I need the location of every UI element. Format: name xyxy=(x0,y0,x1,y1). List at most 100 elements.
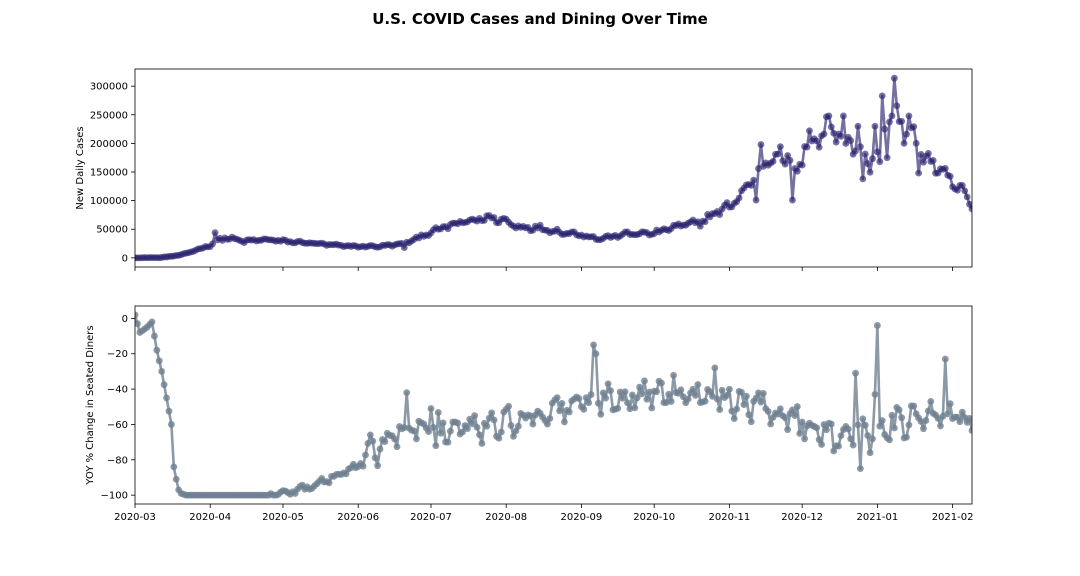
cases-data-point xyxy=(910,123,918,131)
diners-data-point xyxy=(667,398,675,405)
cases-data-point xyxy=(905,112,913,120)
diners-data-point xyxy=(403,389,411,397)
cases-data-point xyxy=(820,130,828,138)
diners-panel: 0 −20 −40 −60 −80 −100 2020-03 2020-04 2020-05 20… xyxy=(85,305,973,523)
diners-data-point xyxy=(890,424,898,432)
diners-data-point xyxy=(849,441,857,449)
diners-data-point xyxy=(946,400,954,408)
diners-data-point xyxy=(844,425,852,433)
diners-data-point xyxy=(371,454,379,462)
diners-data-point xyxy=(854,421,862,429)
diners-data-point xyxy=(742,392,750,400)
diners-data-point xyxy=(903,433,910,441)
diners-data-point xyxy=(643,395,651,403)
cases-data-point xyxy=(490,214,498,221)
diners-data-point xyxy=(151,332,158,340)
diners-data-point xyxy=(869,435,876,443)
cases-series xyxy=(135,74,972,262)
diners-data-point xyxy=(468,420,476,428)
diners-data-point xyxy=(878,417,886,424)
cases-data-point xyxy=(946,172,954,180)
diners-data-point xyxy=(692,391,699,399)
diners-data-point xyxy=(888,411,896,419)
diners-xtick-label: 2020-12 xyxy=(781,512,823,523)
cases-data-point xyxy=(750,176,758,184)
cases-ytick-label: 250000 xyxy=(90,110,128,121)
diners-data-point xyxy=(740,401,748,409)
diners-data-point xyxy=(835,442,842,450)
cases-data-point xyxy=(786,156,794,164)
diners-data-point xyxy=(944,410,952,418)
diners-data-point xyxy=(594,399,602,407)
cases-data-point xyxy=(873,148,881,156)
diners-data-point xyxy=(153,346,161,354)
diners-data-point xyxy=(713,395,721,403)
diners-data-point xyxy=(575,395,583,402)
diners-data-point xyxy=(684,395,692,403)
cases-data-point xyxy=(798,161,806,169)
diners-xtick-label: 2021-01 xyxy=(856,512,898,523)
diners-data-point xyxy=(752,394,760,402)
cases-data-point xyxy=(832,138,840,146)
cases-data-point xyxy=(961,187,969,195)
diners-data-point xyxy=(359,462,367,470)
diners-data-point xyxy=(747,418,755,426)
diners-data-point xyxy=(507,422,515,429)
diners-data-point xyxy=(135,311,139,319)
diners-xtick-label: 2020-07 xyxy=(410,512,452,523)
cases-data-point xyxy=(869,155,876,163)
cases-data-point xyxy=(757,141,765,148)
cases-data-point xyxy=(847,137,855,144)
diners-data-point xyxy=(135,320,141,328)
diners-data-point xyxy=(968,427,972,434)
diners-data-point xyxy=(716,406,724,414)
diners-data-point xyxy=(413,435,420,443)
cases-data-point xyxy=(696,222,704,230)
diners-data-point xyxy=(718,386,726,394)
diners-data-point xyxy=(381,438,389,445)
diners-data-point xyxy=(852,369,859,377)
diners-data-point xyxy=(602,394,610,402)
diners-data-point xyxy=(648,404,656,412)
diners-data-point xyxy=(886,436,893,444)
diners-data-point xyxy=(730,415,738,423)
diners-data-point xyxy=(638,390,646,398)
cases-data-point xyxy=(900,139,908,147)
cases-axes-frame xyxy=(134,68,973,268)
cases-data-point xyxy=(747,181,755,189)
diners-data-point xyxy=(876,422,884,430)
diners-ytick-label: −60 xyxy=(107,420,128,431)
diners-ytick-label: −20 xyxy=(107,349,128,360)
diners-data-point xyxy=(391,435,398,443)
cases-data-point xyxy=(968,205,972,213)
diners-series xyxy=(135,311,972,499)
diners-data-point xyxy=(665,390,673,398)
diners-data-point xyxy=(163,394,170,402)
diners-xtick-label: 2020-11 xyxy=(708,512,750,523)
diners-data-point xyxy=(784,426,792,434)
diners-data-point xyxy=(677,386,685,394)
cases-panel: 0 50000 100000 150000 200000 250000 300000 New … xyxy=(75,68,973,271)
diners-data-point xyxy=(847,435,855,443)
diners-data-point xyxy=(459,428,466,436)
diners-xtick-label: 2020-10 xyxy=(633,512,675,523)
cases-data-point xyxy=(883,154,891,162)
diners-data-point xyxy=(871,390,879,398)
diners-data-point xyxy=(599,389,607,397)
diners-data-point xyxy=(165,407,173,415)
diners-data-point xyxy=(767,420,775,428)
diners-data-point xyxy=(444,438,452,446)
diners-data-point xyxy=(837,432,845,440)
cases-ytick-label: 300000 xyxy=(90,82,128,93)
diners-data-point xyxy=(172,475,180,483)
cases-data-point xyxy=(893,102,901,110)
cases-data-point xyxy=(701,218,709,226)
diners-data-point xyxy=(895,406,903,414)
diners-data-point xyxy=(565,408,573,416)
cases-ytick-label: 50000 xyxy=(96,225,128,236)
cases-data-point xyxy=(888,112,896,120)
cases-ytick-label: 150000 xyxy=(90,168,128,179)
diners-data-point xyxy=(425,428,432,435)
diners-data-point xyxy=(759,389,767,397)
diners-data-point xyxy=(529,420,537,428)
